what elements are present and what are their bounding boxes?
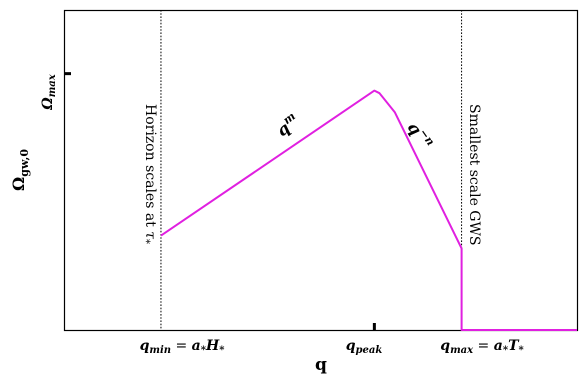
series-line bbox=[160, 89, 577, 331]
x-axis-label: q bbox=[315, 355, 327, 374]
y-axis-label: Ωgw,0 bbox=[9, 149, 31, 191]
x-tick-label-min: qmin = a*H* bbox=[140, 338, 226, 356]
plot-frame bbox=[63, 9, 579, 332]
vline-label-smallest: Smallest scale GWS bbox=[466, 104, 482, 245]
annotation-q-n: q−n bbox=[404, 117, 437, 152]
y-tick-label-max: Ωmax bbox=[40, 73, 58, 111]
annotation-q-m: qm bbox=[272, 110, 303, 141]
x-tick-label-peak: qpeak bbox=[346, 338, 383, 356]
vline-label-horizon: Horizon scales at τ* bbox=[140, 104, 158, 244]
x-tick-label-max: qmax = a*T* bbox=[440, 338, 524, 356]
